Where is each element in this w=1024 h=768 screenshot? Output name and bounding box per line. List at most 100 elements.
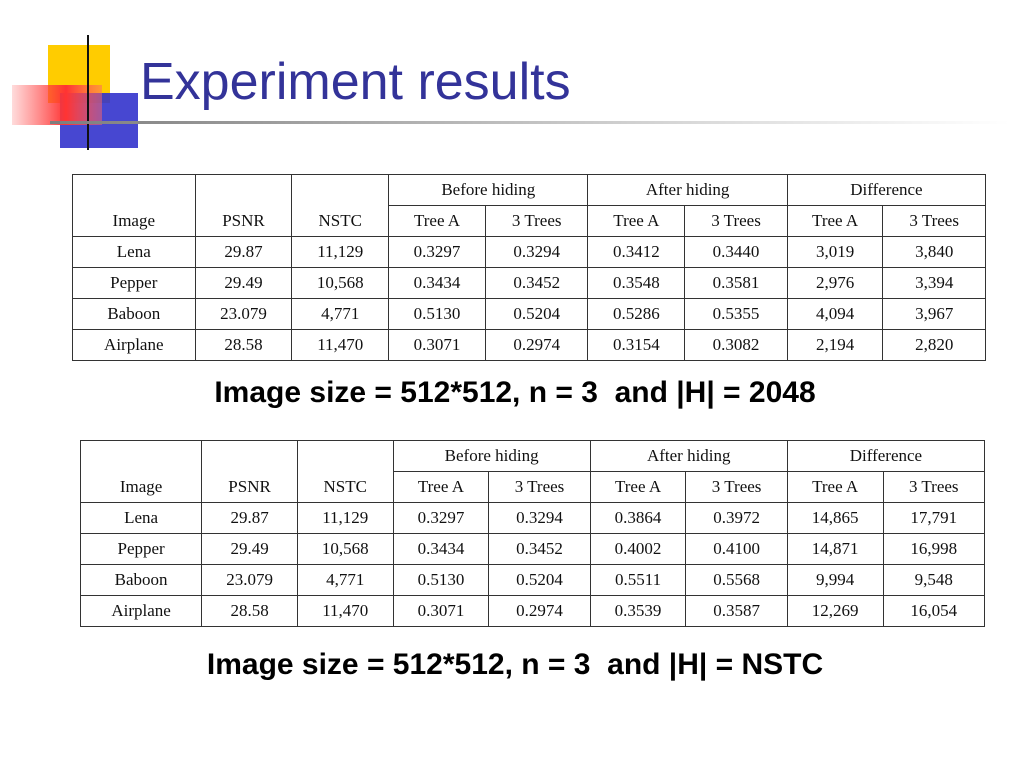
- table-cell: Lena: [72, 236, 196, 268]
- column-header: NSTC: [291, 174, 390, 237]
- table-cell: 29.87: [201, 502, 298, 534]
- data-row: Airplane 28.58 11,470 0.3071 0.2974 0.3539 0.3…: [79, 595, 985, 627]
- table-cell: 0.3154: [587, 329, 686, 361]
- table-cell: 0.5130: [388, 298, 486, 330]
- column-header: PSNR: [201, 440, 298, 503]
- table-cell: Lena: [79, 502, 203, 534]
- table-cell: 0.5130: [392, 564, 490, 596]
- column-header: 3 Trees: [488, 471, 591, 503]
- table-cell: Airplane: [72, 329, 196, 361]
- table-cell: 0.3452: [484, 267, 589, 299]
- table-cell: 0.2974: [484, 329, 589, 361]
- column-header: 3 Trees: [882, 471, 985, 503]
- table-cell: 11,470: [296, 595, 394, 627]
- group-header: After hiding: [589, 440, 788, 472]
- table-caption: Image size = 512*512, n = 3 and |H| = 20…: [214, 376, 816, 409]
- table-cell: 0.3539: [589, 595, 687, 627]
- table-cell: 16,054: [882, 595, 985, 627]
- table-cell: 29.49: [201, 533, 298, 565]
- table-cell: 28.58: [194, 329, 293, 361]
- table-cell: 0.3294: [484, 236, 589, 268]
- table-cell: 0.3440: [684, 236, 788, 268]
- data-row: Lena 29.87 11,129 0.3297 0.3294 0.3864 0.3972 1…: [79, 502, 985, 534]
- table-cell: Baboon: [79, 564, 203, 596]
- header-row: Image PSNR NSTC Before hiding After hiding Di…: [72, 174, 987, 237]
- data-row: Airplane 28.58 11,470 0.3071 0.2974 0.3154 0.3…: [72, 329, 986, 361]
- data-row: Baboon 23.079 4,771 0.5130 0.5204 0.5511 0.556…: [79, 564, 985, 596]
- table-cell: 0.3864: [589, 502, 687, 534]
- header-row: Image PSNR NSTC Before hiding After hiding Di…: [79, 440, 986, 503]
- table-cell: 11,470: [291, 329, 390, 361]
- table-cell: Pepper: [79, 533, 203, 565]
- table-cell: 0.5286: [587, 298, 686, 330]
- table-cell: 4,771: [291, 298, 390, 330]
- data-row: Pepper 29.49 10,568 0.3434 0.3452 0.4002 0.410…: [79, 533, 985, 565]
- column-header: Tree A: [589, 471, 687, 503]
- table-cell: 11,129: [291, 236, 390, 268]
- group-header: Before hiding: [392, 440, 591, 472]
- table-cell: 16,998: [882, 533, 985, 565]
- table-cell: 9,994: [786, 564, 884, 596]
- column-header: Tree A: [392, 471, 490, 503]
- table-cell: 3,394: [882, 267, 986, 299]
- data-row: Lena 29.87 11,129 0.3297 0.3294 0.3412 0.3440 3…: [72, 236, 986, 268]
- title-rule: [50, 121, 1010, 124]
- table-cell: 0.3071: [388, 329, 486, 361]
- table-cell: 0.3587: [685, 595, 788, 627]
- group-header: Difference: [786, 440, 986, 472]
- table-cell: 0.5355: [684, 298, 788, 330]
- column-header: Tree A: [786, 205, 884, 237]
- table-cell: 0.5204: [488, 564, 591, 596]
- table-cell: 23.079: [201, 564, 298, 596]
- table-cell: 0.2974: [488, 595, 591, 627]
- table-cell: 23.079: [194, 298, 293, 330]
- column-header: Tree A: [786, 471, 884, 503]
- table-cell: 0.3294: [488, 502, 591, 534]
- table-cell: 0.5568: [685, 564, 788, 596]
- logo-decoration: [12, 35, 140, 150]
- column-header: Image: [79, 440, 203, 503]
- table-cell: 28.58: [201, 595, 298, 627]
- table-cell: 0.3434: [392, 533, 490, 565]
- table-cell: 29.49: [194, 267, 293, 299]
- group-header: Difference: [786, 174, 987, 206]
- slide-title: Experiment results: [140, 53, 571, 111]
- results-table: Image PSNR NSTC Before hiding After hiding Di…: [72, 174, 987, 361]
- column-header: PSNR: [194, 174, 293, 237]
- table-cell: 2,194: [786, 329, 884, 361]
- table-cell: 14,871: [786, 533, 884, 565]
- table-cell: 3,840: [882, 236, 986, 268]
- table-cell: 0.3412: [587, 236, 686, 268]
- table-cell: 4,771: [296, 564, 394, 596]
- table-cell: 0.3071: [392, 595, 490, 627]
- table-cell: 12,269: [786, 595, 884, 627]
- table-cell: Baboon: [72, 298, 196, 330]
- table-cell: 0.3297: [388, 236, 486, 268]
- group-header: Before hiding: [388, 174, 589, 206]
- table-cell: 0.4002: [589, 533, 687, 565]
- table-cell: Pepper: [72, 267, 196, 299]
- table-cell: 3,967: [882, 298, 986, 330]
- column-header: Tree A: [587, 205, 686, 237]
- table-caption: Image size = 512*512, n = 3 and |H| = NS…: [206, 648, 824, 681]
- data-row: Baboon 23.079 4,771 0.5130 0.5204 0.5286 0.535…: [72, 298, 986, 330]
- table-cell: 11,129: [296, 502, 394, 534]
- column-header: 3 Trees: [484, 205, 589, 237]
- column-header: 3 Trees: [685, 471, 788, 503]
- table-cell: 0.3452: [488, 533, 591, 565]
- table-cell: 0.3297: [392, 502, 490, 534]
- results-table: Image PSNR NSTC Before hiding After hiding Di…: [79, 440, 986, 627]
- column-header: Tree A: [388, 205, 486, 237]
- table-cell: 0.3972: [685, 502, 788, 534]
- table-cell: 17,791: [882, 502, 985, 534]
- table-cell: 0.3082: [684, 329, 788, 361]
- table-cell: Airplane: [79, 595, 203, 627]
- table-cell: 10,568: [291, 267, 390, 299]
- table-cell: 0.3434: [388, 267, 486, 299]
- column-header: Image: [72, 174, 196, 237]
- table-cell: 4,094: [786, 298, 884, 330]
- column-header: 3 Trees: [882, 205, 986, 237]
